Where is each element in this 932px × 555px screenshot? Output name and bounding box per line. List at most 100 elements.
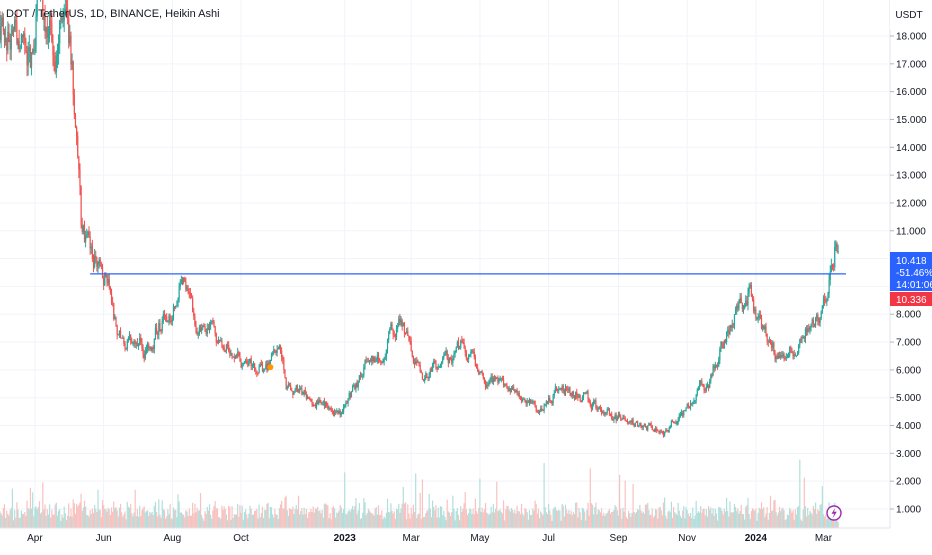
volume-bar	[725, 497, 728, 528]
candle-body	[384, 357, 386, 359]
volume-bar	[635, 512, 638, 528]
candle-body	[834, 246, 836, 268]
alert-button[interactable]	[826, 505, 842, 521]
volume-bar	[336, 512, 338, 528]
volume-bar	[412, 504, 415, 528]
volume-bar	[543, 463, 545, 528]
volume-bar	[9, 509, 11, 528]
volume-bar	[673, 506, 675, 528]
volume-bar	[812, 505, 814, 528]
candle-body	[560, 388, 562, 390]
volume-bar	[567, 513, 569, 528]
candle-body	[609, 413, 612, 415]
volume-bar	[94, 504, 96, 528]
candle-body	[618, 414, 621, 417]
candle-body	[679, 413, 682, 416]
candle-body	[522, 399, 524, 401]
candle-body	[544, 404, 546, 406]
candle-body	[457, 342, 460, 348]
candle-body	[793, 354, 795, 357]
volume-bar	[104, 509, 106, 528]
volume-bar	[315, 508, 318, 528]
volume-bar	[198, 510, 200, 528]
volume-bar	[540, 511, 542, 528]
candle-body	[660, 430, 662, 432]
candle-body	[117, 334, 119, 336]
candle-body	[388, 333, 390, 341]
candle-body	[723, 340, 725, 348]
candle-body	[29, 47, 32, 68]
volume-bar	[546, 514, 549, 528]
volume-bar	[189, 515, 191, 528]
candle-body	[603, 411, 605, 415]
volume-bar	[517, 510, 519, 528]
volume-bar	[154, 501, 157, 528]
candle-body	[143, 353, 145, 359]
volume-bar	[357, 510, 359, 528]
change-percent-text: -51.46%	[896, 268, 932, 279]
volume-bar	[418, 513, 420, 528]
candle-body	[777, 355, 780, 359]
volume-bar	[178, 501, 180, 528]
candle-body	[16, 22, 18, 44]
volume-bar	[607, 510, 609, 528]
candle-body	[562, 385, 564, 391]
candle-body	[705, 386, 707, 391]
volume-bar	[310, 508, 312, 528]
currency-label[interactable]: USDT	[895, 10, 922, 21]
volume-bar	[609, 513, 612, 528]
volume-bar	[819, 504, 821, 528]
volume-bar	[435, 505, 437, 528]
candle-body	[722, 345, 724, 348]
volume-bar	[133, 512, 135, 528]
volume-bar	[627, 510, 630, 528]
candle-body	[596, 407, 598, 410]
candle-body	[748, 288, 750, 293]
candle-body	[344, 405, 346, 407]
candle-body	[270, 353, 273, 361]
volume-bar	[264, 509, 266, 528]
time-axis[interactable]: Apr Jun Aug Oct 2023 Mar May Jul Sep Nov 2024 Mar	[27, 533, 833, 544]
volume-bar	[621, 518, 623, 528]
candle-body	[750, 284, 752, 297]
candle-body	[291, 390, 293, 392]
candle-body	[440, 361, 443, 364]
volume-bar	[689, 512, 692, 528]
candle-body	[62, 20, 64, 22]
volume-bar	[217, 517, 220, 528]
candle-body	[808, 328, 810, 330]
volume-bar	[502, 500, 505, 528]
candle-body	[116, 326, 118, 335]
candle-body	[835, 243, 837, 247]
volume-bar	[429, 508, 431, 528]
candle-body	[71, 61, 73, 65]
candle-body	[525, 400, 527, 404]
candle-body	[417, 362, 419, 363]
volume-bar	[463, 503, 465, 528]
volume-bar	[712, 508, 714, 528]
volume-bar	[464, 492, 466, 528]
volume-bar	[707, 506, 710, 528]
volume-bar	[793, 519, 795, 528]
volume-bar	[501, 513, 504, 528]
candle-body	[819, 318, 821, 323]
event-marker[interactable]	[267, 364, 274, 371]
candle-body	[599, 407, 602, 410]
volume-bar	[778, 506, 781, 528]
volume-bar	[363, 498, 365, 528]
candle-body	[277, 348, 279, 350]
volume-bar	[674, 512, 676, 528]
volume-bar	[575, 502, 577, 528]
volume-bar	[320, 513, 322, 528]
volume-bar	[704, 515, 706, 528]
candle-body	[132, 342, 134, 344]
lightning-icon	[831, 507, 837, 519]
candle-body	[181, 279, 184, 283]
volume-bar	[143, 506, 145, 528]
candle-body	[589, 401, 591, 406]
candle-body	[50, 20, 52, 24]
volume-bar	[213, 506, 215, 528]
currency-box[interactable]	[890, 0, 932, 30]
